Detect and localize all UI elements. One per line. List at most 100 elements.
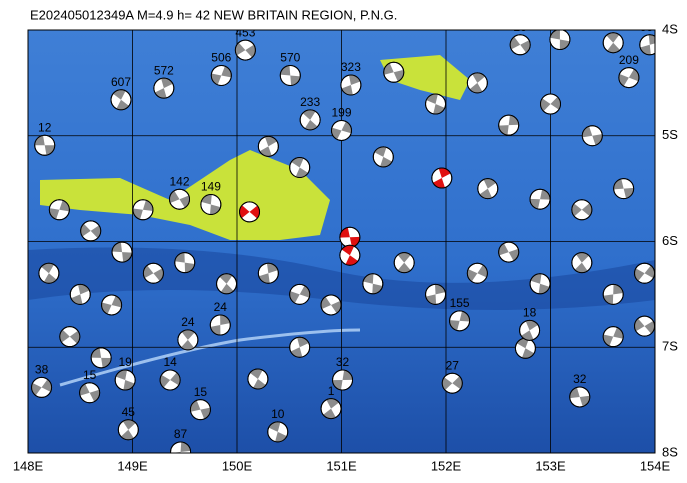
beachball-outline <box>110 89 132 111</box>
beachball-quadrant <box>122 419 136 430</box>
beachball-outline <box>38 262 60 284</box>
beachball-quadrant <box>80 223 91 237</box>
events: 1260757250645357023332319923321238320914… <box>31 20 655 453</box>
depth-label: 24 <box>181 315 195 329</box>
beachball-quadrant <box>326 398 339 409</box>
beachball-quadrant <box>530 198 541 209</box>
beachball-outline <box>48 199 70 221</box>
depth-label: 199 <box>331 106 351 120</box>
beachball-quadrant <box>219 273 233 284</box>
beachball-outline <box>372 146 394 168</box>
beachball-quadrant <box>122 252 133 263</box>
beachball-outline <box>602 32 624 54</box>
focal-mechanism <box>114 369 136 391</box>
focal-mechanism <box>38 262 60 284</box>
beachball-quadrant <box>525 320 539 331</box>
beachball-outline <box>189 399 211 421</box>
lon-tick-label: 154E <box>640 458 671 473</box>
beachball-quadrant <box>331 300 342 314</box>
depth-label: 233 <box>300 95 320 109</box>
beachball-quadrant <box>44 145 55 156</box>
focal-mechanism <box>618 67 640 89</box>
beachball-quadrant <box>174 252 185 263</box>
lon-tick-label: 150E <box>222 458 253 473</box>
focal-mechanism <box>634 315 655 337</box>
beachball-quadrant <box>540 98 551 112</box>
beachball-outline <box>59 326 81 348</box>
lat-tick-label: 4S <box>662 21 678 36</box>
focal-mechanism <box>117 419 139 441</box>
beachball-quadrant <box>425 294 437 305</box>
depth-label: 14 <box>163 355 177 369</box>
focal-mechanism <box>320 294 342 316</box>
beachball-quadrant <box>235 42 246 56</box>
focal-mechanism <box>111 241 133 263</box>
beachball-quadrant <box>530 273 542 284</box>
beachball-quadrant <box>250 368 263 379</box>
beachball-quadrant <box>479 188 493 199</box>
beachball-outline <box>571 199 593 221</box>
beachball-outline <box>393 252 415 274</box>
beachball-quadrant <box>634 268 645 281</box>
beachball-outline <box>159 369 181 391</box>
focal-mechanism <box>431 167 453 189</box>
beachball-quadrant <box>323 408 336 419</box>
beachball-quadrant <box>181 339 195 350</box>
beachball-quadrant <box>459 311 470 322</box>
focal-mechanism <box>393 252 415 274</box>
focal-mechanism <box>216 273 238 295</box>
focal-mechanism <box>602 326 624 348</box>
beachball-quadrant <box>112 242 123 253</box>
beachball-outline <box>466 72 488 94</box>
focal-mechanism <box>289 336 311 358</box>
depth-label: 209 <box>619 53 639 67</box>
focal-mechanism <box>498 241 520 263</box>
beachball-quadrant <box>498 125 509 136</box>
focal-mechanism <box>234 39 256 61</box>
focal-mechanism <box>477 178 499 200</box>
beachball-outline <box>332 369 354 391</box>
focal-mechanism <box>549 30 571 51</box>
beachball-quadrant <box>31 383 42 396</box>
focal-mechanism <box>279 64 301 86</box>
beachball-quadrant <box>160 374 171 388</box>
beachball-quadrant <box>299 285 310 298</box>
beachball-quadrant <box>579 395 590 407</box>
focal-mechanism <box>332 369 354 391</box>
focal-mechanism <box>289 283 311 305</box>
beachball-outline <box>571 252 593 274</box>
focal-mechanism <box>299 109 321 131</box>
beachball-quadrant <box>264 136 278 147</box>
focal-mechanism <box>540 93 561 115</box>
focal-mechanism <box>509 34 531 56</box>
depth-label: 24 <box>214 300 228 314</box>
beachball-outline <box>69 283 91 305</box>
beachball-quadrant <box>606 32 620 43</box>
beachball-quadrant <box>49 208 60 220</box>
beachball-outline <box>529 273 551 295</box>
beachball-quadrant <box>435 284 446 295</box>
beachball-quadrant <box>644 320 655 334</box>
beachball-outline <box>618 67 640 89</box>
beachball-outline <box>477 178 499 200</box>
beachball-quadrant <box>321 296 332 310</box>
beachball-quadrant <box>574 262 588 273</box>
focal-mechanism <box>110 89 132 111</box>
depth-label: 23 <box>514 20 528 34</box>
depth-label: 32 <box>336 355 350 369</box>
beachball-outline <box>431 167 453 189</box>
beachball-outline <box>289 283 311 305</box>
focal-mechanism <box>634 262 655 284</box>
beachball-outline <box>34 134 56 156</box>
lon-tick-label: 152E <box>431 458 462 473</box>
beachball-quadrant <box>345 255 359 266</box>
beachball-quadrant <box>550 30 560 40</box>
beachball-quadrant <box>291 157 304 168</box>
beachball-quadrant <box>245 44 256 58</box>
focal-mechanism <box>267 421 289 443</box>
focal-mechanism <box>639 34 655 56</box>
depth-label: 38 <box>35 363 49 377</box>
depth-label: 149 <box>201 180 221 194</box>
beachball-quadrant <box>280 65 291 76</box>
beachball-quadrant <box>397 262 411 273</box>
